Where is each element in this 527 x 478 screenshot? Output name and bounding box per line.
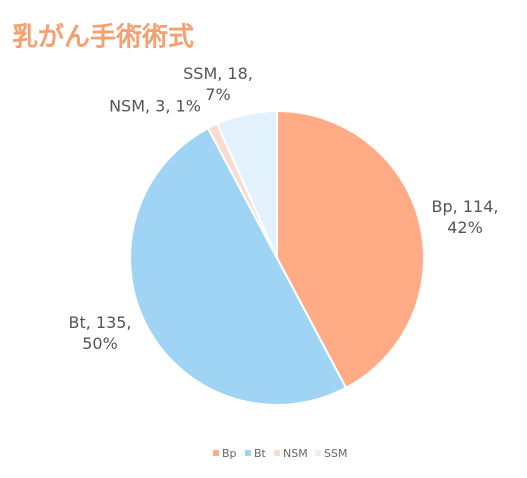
chart-title: 乳がん手術術式 xyxy=(12,22,194,53)
legend-swatch xyxy=(315,450,321,456)
legend-label: NSM xyxy=(283,447,308,460)
legend-label: Bp xyxy=(222,447,237,460)
legend-label: Bt xyxy=(254,447,267,460)
data-label: Bt, 135, 50% xyxy=(68,313,131,353)
data-label-line: 7% xyxy=(205,85,230,104)
data-label-line: SSM, 18, xyxy=(183,64,253,83)
data-label-line: 50% xyxy=(82,334,118,353)
data-label-line: Bt, 135, xyxy=(68,313,131,332)
legend-label: SSM xyxy=(324,447,347,460)
data-label: Bp, 114, 42% xyxy=(432,197,499,237)
data-label-line: Bp, 114, xyxy=(432,197,499,216)
data-label-line: 42% xyxy=(447,218,483,237)
legend-swatch xyxy=(245,450,251,456)
pie-slice xyxy=(215,109,278,259)
legend-swatch xyxy=(274,450,280,456)
data-label: SSM, 18, 7% xyxy=(183,64,253,104)
legend-swatch xyxy=(213,450,219,456)
pie-slice xyxy=(129,126,348,406)
data-label: NSM, 3, 1% xyxy=(109,97,201,116)
pie-slice xyxy=(276,109,425,390)
